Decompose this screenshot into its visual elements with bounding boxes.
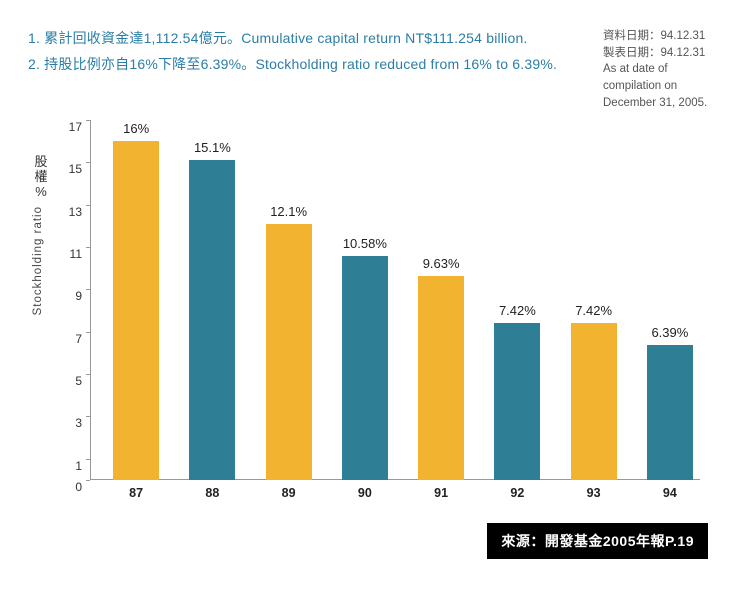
bar [494,323,540,480]
x-tick-label: 92 [494,486,540,500]
bar-value-label: 7.42% [482,303,552,318]
figure-root: 1. 累計回收資金達1,112.54億元。Cumulative capital … [0,0,748,589]
date-info-box: 資料日期：94.12.31 製表日期：94.12.31 As at date o… [603,28,728,111]
x-tick-label: 90 [342,486,388,500]
y-tick-mark [86,416,90,417]
x-tick-label: 94 [647,486,693,500]
bar [266,224,312,480]
y-axis-title: 股權% Stockholding ratio [32,155,50,315]
y-axis-title-en: Stockholding ratio [32,206,45,315]
date-line-4: compilation on [603,78,728,95]
chart-area: 0135791113151716%8715.1%8812.1%8910.58%9… [90,120,700,480]
bar-value-label: 16% [101,121,171,136]
y-tick-mark [86,247,90,248]
bar [189,160,235,480]
bar-value-label: 7.42% [559,303,629,318]
y-tick-mark [86,374,90,375]
y-tick-label: 5 [52,374,82,388]
y-tick-label: 15 [52,162,82,176]
bar-value-label: 9.63% [406,256,476,271]
date-line-5: December 31, 2005. [603,95,728,112]
x-tick-label: 93 [571,486,617,500]
date-line-2: 製表日期：94.12.31 [603,45,728,62]
date-line-1: 資料日期：94.12.31 [603,28,728,45]
y-tick-label: 0 [52,480,82,494]
y-tick-mark [86,162,90,163]
bar [342,256,388,480]
y-tick-mark [86,205,90,206]
bar-value-label: 15.1% [177,140,247,155]
y-tick-mark [86,120,90,121]
y-tick-label: 7 [52,332,82,346]
source-caption: 來源：開發基金2005年報P.19 [487,523,708,559]
bar [571,323,617,480]
y-tick-mark [86,332,90,333]
y-axis-title-cjk: 股權% [32,155,50,200]
x-tick-label: 91 [418,486,464,500]
y-tick-label: 1 [52,459,82,473]
bar [418,276,464,480]
y-tick-mark [86,289,90,290]
plot-region: 0135791113151716%8715.1%8812.1%8910.58%9… [90,120,700,480]
bar-value-label: 6.39% [635,325,705,340]
note-line-1: 1. 累計回收資金達1,112.54億元。Cumulative capital … [28,28,588,48]
bar-value-label: 10.58% [330,236,400,251]
y-tick-label: 3 [52,416,82,430]
bar-value-label: 12.1% [254,204,324,219]
y-tick-label: 13 [52,205,82,219]
y-tick-label: 17 [52,120,82,134]
note-line-2: 2. 持股比例亦自16%下降至6.39%。Stockholding ratio … [28,54,588,74]
y-tick-label: 9 [52,289,82,303]
date-line-3: As at date of [603,61,728,78]
y-tick-label: 11 [52,247,82,261]
x-tick-label: 89 [266,486,312,500]
y-axis-line [90,120,91,480]
bar [113,141,159,480]
x-tick-label: 88 [189,486,235,500]
bar [647,345,693,480]
y-tick-mark [86,480,90,481]
x-tick-label: 87 [113,486,159,500]
y-tick-mark [86,459,90,460]
header-notes: 1. 累計回收資金達1,112.54億元。Cumulative capital … [28,28,588,80]
